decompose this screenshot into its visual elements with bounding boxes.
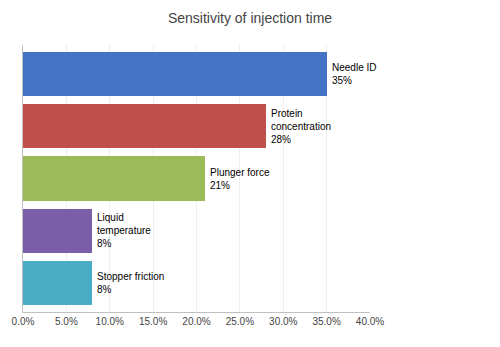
svg-text:Liquidtemperature8%: Liquidtemperature8% [97,212,151,249]
svg-text:0.0%: 0.0% [12,316,35,327]
svg-text:10.0%: 10.0% [96,316,124,327]
svg-text:25.0%: 25.0% [226,316,254,327]
svg-text:30.0%: 30.0% [269,316,297,327]
svg-text:35.0%: 35.0% [312,316,340,327]
svg-text:Proteinconcentration28%: Proteinconcentration28% [271,108,331,145]
svg-text:15.0%: 15.0% [139,316,167,327]
svg-text:Plunger force21%: Plunger force21% [210,167,270,191]
svg-text:5.0%: 5.0% [55,316,78,327]
svg-text:20.0%: 20.0% [182,316,210,327]
svg-text:Sensitivity of injection time: Sensitivity of injection time [168,10,332,26]
svg-text:Stopper friction8%: Stopper friction8% [97,271,164,295]
svg-text:40.0%: 40.0% [356,316,384,327]
svg-text:Needle ID35%: Needle ID35% [332,62,376,86]
